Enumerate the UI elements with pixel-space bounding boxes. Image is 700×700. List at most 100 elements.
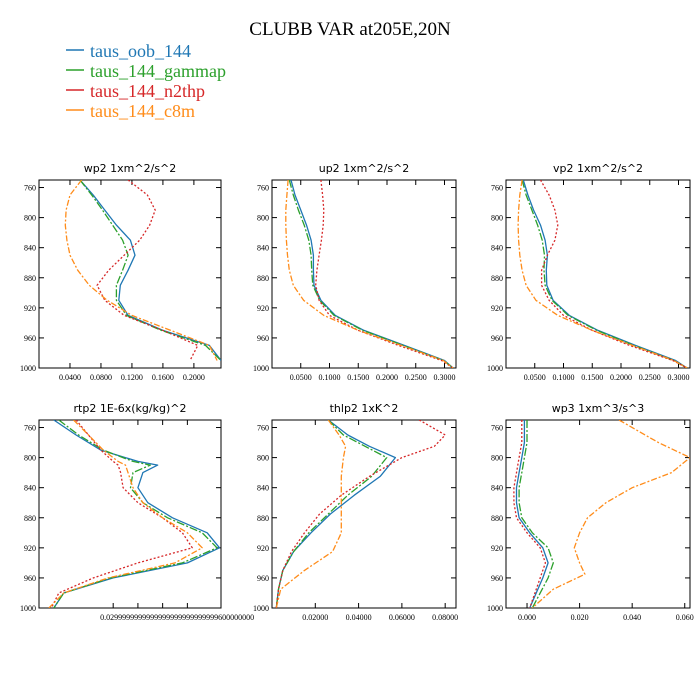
y-tick-label: 800 [24, 214, 36, 223]
y-tick-label: 920 [491, 304, 503, 313]
y-tick-label: 800 [257, 454, 269, 463]
plot-frame [271, 179, 457, 369]
y-tick-label: 880 [24, 514, 36, 523]
panels: wp2 1xm^2/s^2 760 800 840 880 920 960 1000 0.040… [20, 162, 694, 622]
x-tick-label: 0.3000 [668, 373, 690, 382]
series-line [53, 420, 218, 608]
x-tick-label: 0.1500 [581, 373, 603, 382]
chart-panel: up2 1xm^2/s^2 760 800 840 880 920 960 1000 0.050… [253, 162, 457, 382]
plot-frame [38, 419, 222, 609]
chart-panel: thlp2 1xK^2 760 800 840 880 920 960 1000 0.02000… [253, 402, 458, 622]
x-tick-label: 0.020 [571, 613, 589, 622]
y-tick-label: 840 [24, 244, 36, 253]
y-tick-label: 840 [491, 244, 503, 253]
y-tick-label: 800 [491, 454, 503, 463]
x-tick-label: 0.000 [518, 613, 536, 622]
y-tick-label: 880 [491, 514, 503, 523]
x-tick-label: 0.2500 [405, 373, 427, 382]
y-tick-label: 840 [257, 484, 269, 493]
series-line [539, 180, 688, 368]
legend-entry: taus_144_gammap [66, 61, 226, 81]
y-tick-label: 800 [491, 214, 503, 223]
series-line [275, 420, 397, 608]
series-line [53, 420, 221, 608]
panel-title: rtp2 1E-6x(kg/kg)^2 [74, 402, 187, 415]
plot-frame [271, 419, 457, 609]
y-tick-label: 800 [257, 214, 269, 223]
x-tick-label: 0.1500 [347, 373, 369, 382]
y-tick-label: 1000 [253, 604, 269, 613]
x-tick-label: 0.06000 [389, 613, 415, 622]
series-line [50, 420, 193, 608]
legend-label: taus_144_c8m [90, 101, 195, 121]
y-tick-label: 760 [491, 184, 503, 193]
y-tick-label: 960 [24, 334, 36, 343]
series-line [517, 180, 688, 368]
y-tick-label: 840 [257, 244, 269, 253]
x-tick-label: 0.0500 [524, 373, 546, 382]
y-tick-label: 760 [24, 424, 36, 433]
x-tick-label: 0.2500 [639, 373, 661, 382]
panel-title: vp2 1xm^2/s^2 [553, 162, 643, 175]
x-tick-label: 0.040 [623, 613, 641, 622]
x-tick-label: 0.0400 [59, 373, 81, 382]
y-tick-label: 760 [257, 424, 269, 433]
y-tick-label: 840 [491, 484, 503, 493]
x-tick-label: 0.2000 [610, 373, 632, 382]
y-tick-label: 920 [257, 544, 269, 553]
panel-title: thlp2 1xK^2 [330, 402, 399, 415]
y-tick-label: 920 [24, 544, 36, 553]
legend-label: taus_144_n2thp [90, 81, 205, 101]
series-line [275, 420, 347, 608]
panel-title: up2 1xm^2/s^2 [319, 162, 410, 175]
series-line [79, 180, 221, 361]
legend-entry: taus_144_n2thp [66, 81, 205, 101]
y-tick-label: 840 [24, 484, 36, 493]
chart-panel: wp3 1xm^3/s^3 760 800 840 880 920 960 1000 0.000… [487, 402, 694, 622]
plot-frame [38, 179, 222, 369]
y-tick-label: 920 [24, 304, 36, 313]
series-line [522, 180, 688, 368]
series-line [285, 180, 454, 368]
y-tick-label: 960 [491, 574, 503, 583]
series-line [79, 180, 221, 361]
series-line [290, 180, 454, 368]
x-tick-label: 0.02000 [302, 613, 328, 622]
legend-label: taus_oob_144 [90, 41, 191, 61]
x-tick-label: 0.1600 [152, 373, 174, 382]
series-line [48, 420, 203, 608]
y-tick-label: 1000 [487, 364, 503, 373]
legend: taus_oob_144 taus_144_gammap taus_144_n2… [66, 41, 226, 121]
series-line [518, 420, 554, 608]
y-tick-label: 920 [491, 544, 503, 553]
series-line [64, 180, 218, 361]
x-tick-label: 0.08000 [432, 613, 458, 622]
x-tick-label: 0.0800 [90, 373, 112, 382]
series-line [275, 420, 446, 608]
y-tick-label: 760 [491, 424, 503, 433]
chart-panel: vp2 1xm^2/s^2 760 800 840 880 920 960 1000 0.050… [487, 162, 691, 382]
y-tick-label: 880 [24, 274, 36, 283]
legend-entry: taus_oob_144 [66, 41, 191, 61]
y-tick-label: 1000 [253, 364, 269, 373]
y-tick-label: 1000 [487, 604, 503, 613]
chart-panel: rtp2 1E-6x(kg/kg)^2 760 800 840 880 920 960 100… [20, 402, 254, 622]
plot-frame [505, 179, 691, 369]
x-tick-label: 0.060 [676, 613, 694, 622]
y-tick-label: 880 [257, 514, 269, 523]
y-tick-label: 920 [257, 304, 269, 313]
panel-title: wp2 1xm^2/s^2 [84, 162, 177, 175]
x-tick-label: 0.0500 [290, 373, 312, 382]
series-line [275, 420, 388, 608]
series-line [288, 180, 454, 368]
x-tick-label: 0.2000 [376, 373, 398, 382]
figure-title: CLUBB VAR at205E,20N [249, 19, 451, 40]
y-tick-label: 760 [24, 184, 36, 193]
x-tick-label: 0.1200 [121, 373, 143, 382]
y-tick-label: 960 [491, 334, 503, 343]
x-tick-label: 0.1000 [319, 373, 341, 382]
y-tick-label: 760 [257, 184, 269, 193]
legend-label: taus_144_gammap [90, 61, 226, 81]
series-line [531, 420, 690, 608]
y-tick-label: 960 [257, 334, 269, 343]
